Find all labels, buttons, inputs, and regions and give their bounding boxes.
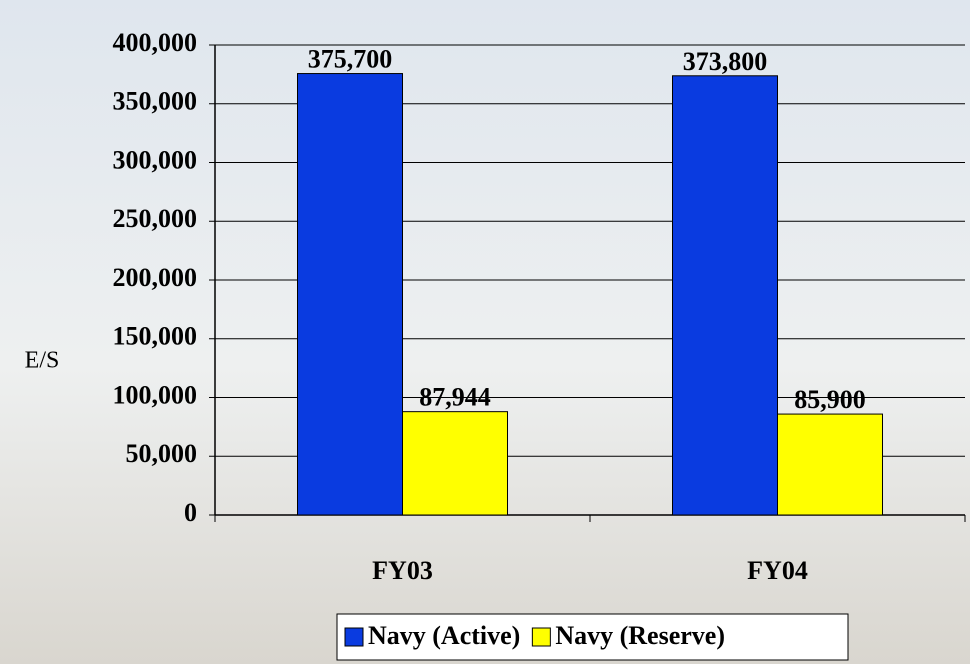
legend-label: Navy (Active)	[368, 621, 520, 650]
bar	[672, 75, 778, 516]
value-label: 373,800	[683, 47, 768, 76]
y-tick-label: 400,000	[113, 28, 198, 57]
bar	[777, 413, 883, 516]
y-tick-label: 300,000	[113, 145, 198, 174]
y-tick-label: 200,000	[113, 263, 198, 292]
x-tick-label: FY03	[372, 556, 433, 585]
y-tick-label: 0	[184, 498, 197, 527]
y-tick-label: 100,000	[113, 380, 198, 409]
y-tick-label: 50,000	[126, 439, 198, 468]
y-tick-label: 350,000	[113, 87, 198, 116]
x-tick-label: FY04	[747, 556, 808, 585]
value-label: 375,700	[308, 45, 393, 74]
y-tick-label: 250,000	[113, 204, 198, 233]
bar	[402, 411, 508, 516]
bar	[297, 73, 403, 516]
value-label: 87,944	[419, 383, 491, 412]
value-label: 85,900	[794, 385, 866, 414]
y-axis-label: E/S	[25, 348, 60, 374]
legend-swatch	[531, 627, 551, 647]
legend-label: Navy (Reserve)	[555, 621, 725, 650]
legend-swatch	[344, 627, 364, 647]
legend-box	[336, 613, 849, 661]
y-tick-label: 150,000	[113, 322, 198, 351]
